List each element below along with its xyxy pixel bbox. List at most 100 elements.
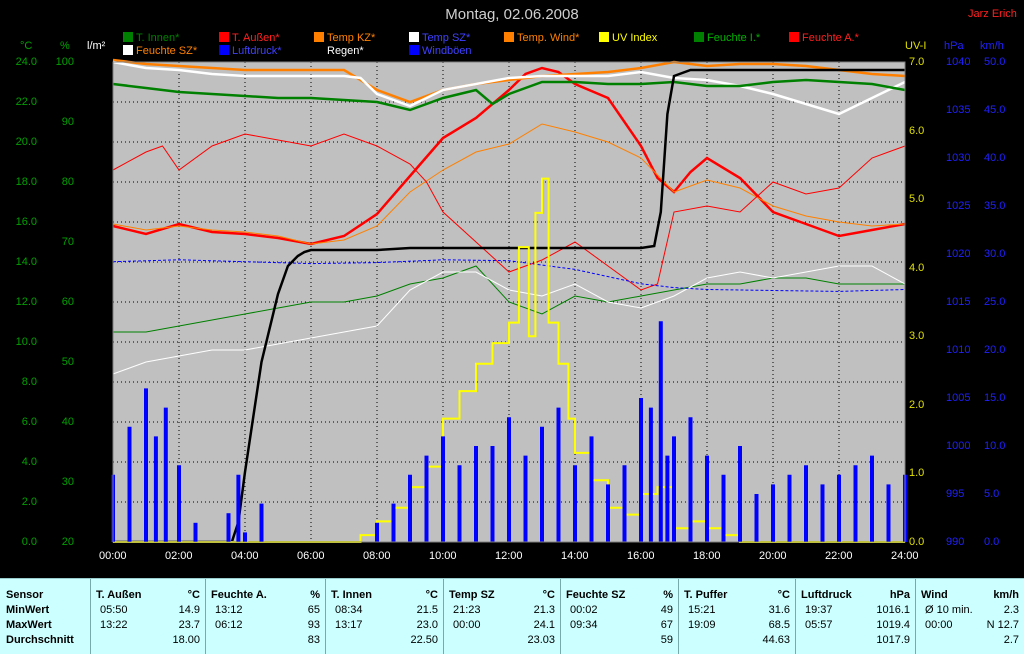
table-header-unit: hPa: [889, 589, 910, 601]
pressure-tick-label: 1020: [946, 248, 971, 260]
legend-label: Temp. Wind*: [517, 32, 580, 44]
chart-title: Montag, 02.06.2008: [445, 6, 579, 23]
wind-tick-label: 5.0: [984, 488, 1000, 500]
temp-tick-label: 0.0: [21, 536, 37, 548]
table-column-divider: [915, 579, 916, 654]
legend-item: Feuchte A.*: [789, 32, 859, 44]
table-column-divider: [560, 579, 561, 654]
time-tick-label: 04:00: [231, 550, 259, 562]
legend-swatch: [219, 45, 229, 55]
table-header-unit: km/h: [993, 589, 1019, 601]
legend-item: Regen*: [314, 45, 364, 57]
legend-label: Feuchte SZ*: [136, 45, 198, 57]
table-column-divider: [205, 579, 206, 654]
table-cell-value: 23.0: [416, 619, 438, 631]
time-tick-label: 12:00: [495, 550, 523, 562]
humidity-tick-label: 80: [61, 176, 74, 188]
wind-tick-label: 50.0: [984, 56, 1006, 68]
table-cell-value: 21.3: [533, 604, 555, 616]
table-cell-time: 05:50: [100, 604, 128, 616]
legend-item: Luftdruck*: [219, 45, 282, 57]
table-cell-time: 15:21: [688, 604, 716, 616]
table-cell-time: 05:57: [805, 619, 833, 631]
table-header-unit: °C: [425, 589, 438, 601]
table-cell-time: 21:23: [453, 604, 481, 616]
rain-tick-label: 8.0: [94, 376, 110, 388]
table-cell-value: 22.50: [410, 634, 438, 646]
legend-label: UV Index: [612, 32, 658, 44]
legend-item: UV Index: [599, 32, 657, 44]
table-cell-time: 13:22: [100, 619, 128, 631]
table-cell-value: 1019.4: [876, 619, 910, 631]
temp-tick-label: 18.0: [15, 176, 37, 188]
table-cell-time: Ø 10 min.: [925, 604, 973, 616]
table-cell-time: 19:37: [805, 604, 833, 616]
table-header: T. Puffer: [684, 589, 728, 601]
legend-item: T. Innen*: [123, 32, 179, 44]
table-cell-value: 68.5: [768, 619, 790, 631]
legend-item: T. Außen*: [219, 32, 280, 44]
table-header: Sensor: [6, 589, 44, 601]
legend-swatch: [219, 32, 229, 42]
table-header-unit: %: [310, 589, 320, 601]
series-layer: [111, 58, 907, 544]
rain-tick-label: 18.0: [88, 176, 110, 188]
legend-item: Temp SZ*: [409, 32, 470, 44]
legend-label: Regen*: [327, 45, 364, 57]
legend-label: T. Innen*: [136, 32, 180, 44]
temp-tick-label: 22.0: [15, 96, 37, 108]
table-cell-value: 23.7: [178, 619, 200, 631]
time-tick-label: 02:00: [165, 550, 193, 562]
legend-swatch: [314, 45, 324, 55]
humidity-tick-label: 100: [55, 56, 74, 68]
rain-tick-label: 24.0: [88, 56, 110, 68]
series-feuchte-sz: [112, 265, 906, 375]
legend-item: Temp. Wind*: [504, 32, 579, 44]
rain-tick-label: 22.0: [88, 96, 110, 108]
legend-swatch: [599, 32, 609, 42]
uv-tick-label: 4.0: [909, 261, 925, 274]
table-cell-value: 59: [660, 634, 673, 646]
uv-tick-label: 1.0: [909, 467, 925, 480]
table-column-divider: [90, 579, 91, 654]
table-header: T. Außen: [96, 589, 142, 601]
pressure-unit-label: hPa: [944, 40, 964, 52]
time-tick-label: 08:00: [363, 550, 391, 562]
wind-tick-label: 10.0: [984, 440, 1006, 452]
wind-tick-label: 30.0: [984, 248, 1006, 260]
table-cell-time: 13:12: [215, 604, 243, 616]
table-cell-value: 18.00: [172, 634, 200, 646]
table-header: Temp SZ: [449, 589, 495, 601]
humidity-unit-label: %: [60, 40, 70, 52]
rain-tick-label: 10.0: [88, 336, 110, 348]
legend-swatch: [123, 45, 133, 55]
time-tick-label: 18:00: [693, 550, 721, 562]
table-column-divider: [678, 579, 679, 654]
series-temp-kz: [112, 58, 906, 104]
series-t-au-en: [112, 66, 906, 246]
rain-unit-label: l/m²: [87, 40, 106, 52]
series-regen: [113, 68, 905, 544]
weather-chart: [111, 58, 907, 544]
uv-unit-label: UV-I: [905, 40, 927, 52]
table-cell-value: 14.9: [178, 604, 200, 616]
time-tick-label: 14:00: [561, 550, 589, 562]
plot-border: [112, 61, 906, 543]
table-cell-time: 06:12: [215, 619, 243, 631]
time-tick-label: 22:00: [825, 550, 853, 562]
uv-tick-label: 3.0: [909, 330, 925, 343]
time-tick-label: 20:00: [759, 550, 787, 562]
pressure-tick-label: 1040: [946, 56, 971, 68]
pressure-tick-label: 990: [946, 536, 965, 548]
table-header: Feuchte A.: [211, 589, 267, 601]
temp-tick-label: 12.0: [15, 296, 37, 308]
legend-label: Feuchte I.*: [707, 32, 761, 44]
legend-label: Luftdruck*: [232, 45, 282, 57]
table-cell-value: 93: [307, 619, 320, 631]
pressure-tick-label: 1015: [946, 296, 971, 308]
humidity-tick-label: 50: [61, 356, 74, 368]
table-row-label: Durchschnitt: [6, 634, 74, 646]
rain-tick-label: 2.0: [94, 496, 110, 508]
temp-tick-label: 16.0: [15, 216, 37, 228]
series-temp-wind: [112, 123, 906, 245]
